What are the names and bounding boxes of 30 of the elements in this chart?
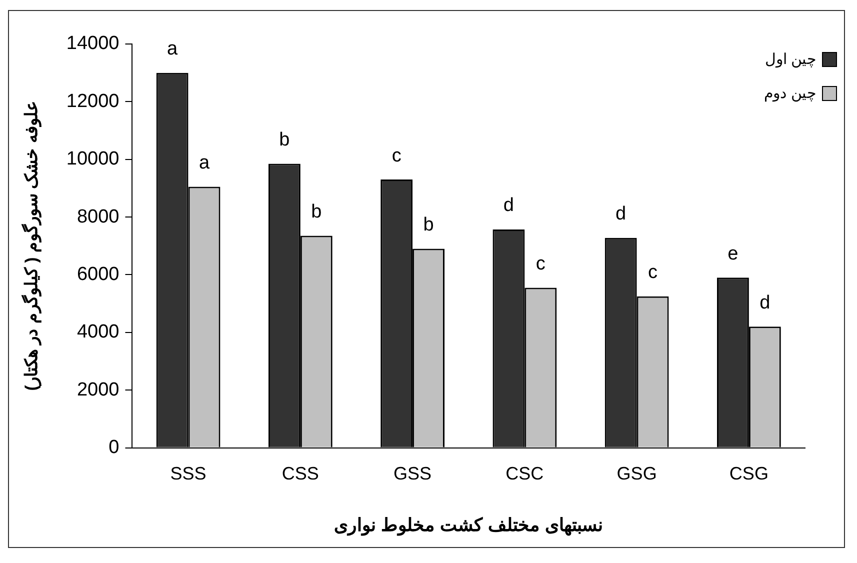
y-tick-label: 10000 [66,148,120,170]
x-tick-label: CSC [506,464,544,484]
data-label: d [503,195,514,216]
y-axis-title: علوفه خشک سورگوم ( کیلوگرم در هکتار) [20,101,42,391]
legend-label: چین اول [764,50,816,68]
x-tick-label: GSS [394,464,432,484]
y-tick-label: 12000 [66,90,120,112]
data-label: b [311,202,322,223]
y-tick-label: 8000 [76,206,120,228]
y-tick-label: 0 [108,437,120,458]
data-label: a [167,38,178,60]
x-tick-label: SSS [170,464,206,484]
y-tick-label: 14000 [66,33,120,54]
x-axis-title: نسبتهای مختلف کشت مخلوط نواری [334,515,604,536]
data-label: c [536,253,546,274]
data-label: d [760,292,770,314]
data-label: b [279,129,290,150]
data-label: c [392,145,402,166]
data-label: c [648,262,658,284]
y-tick-label: 6000 [76,264,120,285]
x-tick-label: CSG [729,464,768,484]
x-tick-label: CSS [282,464,319,484]
legend-label: چین دوم [764,84,816,102]
data-label: a [198,152,210,174]
y-tick-label: 2000 [76,379,120,400]
data-label: e [728,243,738,264]
data-label: b [423,214,434,236]
y-tick-label: 4000 [76,322,120,343]
data-label: d [616,204,626,225]
x-tick-label: GSG [616,464,657,484]
